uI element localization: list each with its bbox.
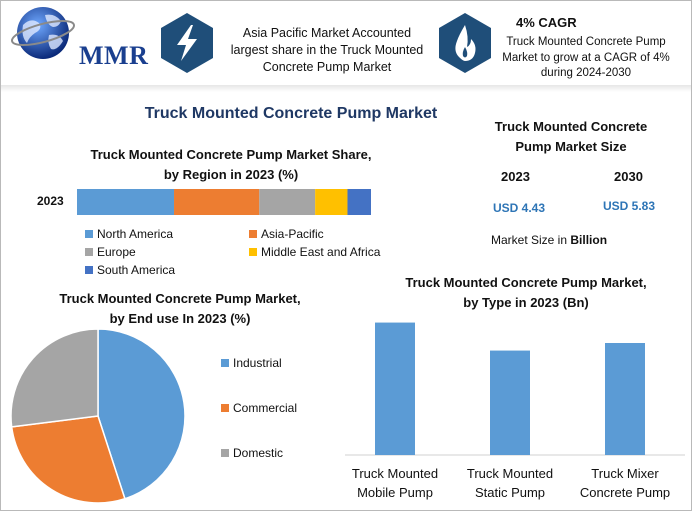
size-unit-note: Market Size in Billion [491,233,608,247]
cagr-title: 4% CAGR [516,15,577,30]
legend-label: Middle East and Africa [261,245,381,259]
legend-label: Commercial [233,401,298,415]
legend-swatch [85,248,93,256]
type-tick-label: Truck Mounted [467,466,553,481]
pie-slice-commercial [10,415,126,504]
flame-icon [439,13,491,73]
legend-label: South America [97,263,176,277]
cagr-text: Truck Mounted Concrete Pump Market to gr… [502,36,670,79]
type-bar-truck-mounted-static-pump [490,350,530,455]
size-year-2030: 2030 [614,169,643,184]
type-bar-truck-mixer-concrete-pump [605,343,645,455]
pie-slice-industrial [97,328,186,500]
enduse-legend-industrial: Industrial [221,356,282,370]
type-bar-truck-mounted-mobile-pump [375,322,415,455]
header-divider [1,85,691,92]
size-year-2023: 2023 [501,169,530,184]
region-legend-middle-east-and-africa: Middle East and Africa [249,245,380,259]
page-title: Truck Mounted Concrete Pump Market [144,105,438,122]
enduse-legend-domestic: Domestic [221,446,283,460]
region-chart-title: Truck Mounted Concrete Pump Market Share… [90,147,372,182]
enduse-chart-title: Truck Mounted Concrete Pump Market, by E… [59,291,301,326]
type-tick-label: Truck Mounted [352,466,438,481]
region-segment-europe [259,189,316,215]
type-tick-label: Mobile Pump [357,485,433,500]
type-chart-title: Truck Mounted Concrete Pump Market, by T… [405,275,647,310]
type-bar-chart: Truck Mounted Mobile Pump Truck Mounted Sta… [345,322,685,500]
region-segment-asia-pacific [174,189,260,215]
region-segment-south-america [347,189,371,215]
enduse-legend-commercial: Commercial [221,401,297,415]
region-bar-category-label: 2023 [37,194,64,208]
legend-label: Domestic [233,446,284,460]
size-value-2023: USD 4.43 [493,201,546,215]
header-band: MMR Asia Pacific Market Accounted larges… [1,1,691,83]
type-tick-label: Static Pump [475,485,545,500]
region-legend-asia-pacific: Asia-Pacific [249,227,324,241]
fact-apac-share: Asia Pacific Market Accounted largest sh… [230,26,424,74]
type-tick-label: Concrete Pump [580,485,670,500]
region-legend-south-america: South America [85,263,175,277]
market-size-title: Truck Mounted Concrete Pump Market Size [494,119,648,154]
legend-swatch [249,248,257,256]
size-value-2030: USD 5.83 [603,199,656,213]
enduse-pie-chart [10,328,186,504]
region-segment-middle-east-and-africa [315,189,348,215]
lightning-icon [161,13,213,73]
mmr-logo: MMR [9,5,148,70]
legend-swatch [221,449,229,457]
region-legend-north-america: North America [85,227,173,241]
globe-icon [11,7,75,59]
region-stacked-bar [77,189,371,215]
legend-swatch [221,359,229,367]
legend-label: Europe [97,245,136,259]
legend-swatch [85,230,93,238]
legend-swatch [85,266,93,274]
legend-label: North America [97,227,174,241]
region-segment-north-america [77,189,175,215]
legend-swatch [221,404,229,412]
legend-swatch [249,230,257,238]
type-tick-label: Truck Mixer [591,466,659,481]
pie-slice-domestic [10,328,99,428]
region-legend-europe: Europe [85,245,136,259]
logo-text: MMR [79,41,149,70]
legend-label: Asia-Pacific [261,227,324,241]
legend-label: Industrial [233,356,282,370]
